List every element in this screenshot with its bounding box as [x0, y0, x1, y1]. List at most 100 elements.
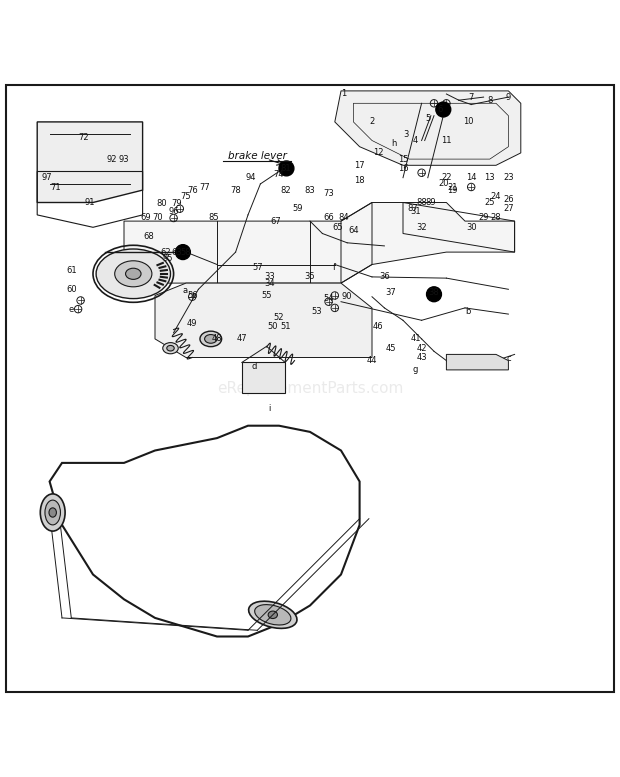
- Text: 46: 46: [373, 322, 384, 331]
- Ellipse shape: [162, 343, 179, 354]
- Text: 19: 19: [448, 186, 458, 194]
- Ellipse shape: [205, 335, 217, 343]
- Text: 6: 6: [438, 105, 443, 114]
- Circle shape: [427, 287, 441, 301]
- Text: 30: 30: [466, 223, 477, 232]
- Text: 43: 43: [416, 353, 427, 362]
- Text: 84: 84: [339, 214, 350, 222]
- Text: 16: 16: [397, 164, 409, 173]
- Text: 28: 28: [490, 214, 502, 222]
- Text: 68: 68: [143, 232, 154, 241]
- Text: 23: 23: [503, 173, 514, 182]
- Text: 64: 64: [348, 226, 359, 235]
- Text: 48: 48: [211, 334, 223, 343]
- Text: 55: 55: [262, 291, 272, 300]
- Polygon shape: [124, 203, 515, 283]
- Text: 72: 72: [78, 133, 89, 142]
- Text: 33: 33: [264, 273, 275, 281]
- Text: 88: 88: [416, 198, 427, 207]
- Text: 21: 21: [448, 183, 458, 191]
- Text: 94: 94: [246, 173, 256, 182]
- Text: 54: 54: [324, 294, 334, 303]
- Text: 20: 20: [438, 179, 448, 188]
- Text: 31: 31: [410, 207, 421, 216]
- Ellipse shape: [268, 611, 278, 618]
- Polygon shape: [446, 354, 508, 370]
- Text: 81: 81: [280, 164, 291, 173]
- Text: 32: 32: [416, 223, 427, 232]
- Text: 15: 15: [398, 155, 408, 164]
- Text: 58: 58: [180, 248, 192, 256]
- Text: b: b: [466, 306, 471, 315]
- Text: 47: 47: [236, 334, 247, 343]
- Text: 34: 34: [264, 279, 275, 287]
- Text: 13: 13: [484, 173, 495, 182]
- Text: 36: 36: [379, 273, 390, 281]
- Text: 10: 10: [463, 117, 473, 127]
- Circle shape: [175, 245, 190, 260]
- Text: 77: 77: [199, 183, 210, 191]
- Text: 76: 76: [187, 186, 198, 194]
- Text: brake lever: brake lever: [228, 151, 286, 161]
- Text: 96: 96: [168, 207, 179, 216]
- Text: 78: 78: [230, 186, 241, 194]
- Text: 65: 65: [332, 223, 343, 232]
- Text: 24: 24: [491, 192, 501, 200]
- Text: 95: 95: [162, 254, 172, 263]
- Polygon shape: [155, 283, 372, 357]
- Text: 53: 53: [311, 306, 322, 315]
- Ellipse shape: [96, 249, 170, 298]
- Text: 62: 62: [161, 248, 172, 256]
- Text: 25: 25: [485, 198, 495, 207]
- Text: 14: 14: [466, 173, 476, 182]
- Text: 97: 97: [41, 173, 52, 182]
- Text: 4: 4: [413, 136, 418, 145]
- Ellipse shape: [115, 261, 152, 287]
- Ellipse shape: [167, 346, 174, 351]
- Text: 41: 41: [410, 334, 420, 343]
- Text: 70: 70: [153, 214, 164, 222]
- Text: g: g: [413, 365, 418, 375]
- Ellipse shape: [249, 601, 297, 629]
- Text: 12: 12: [373, 148, 383, 158]
- Text: 59: 59: [293, 204, 303, 213]
- Text: 22: 22: [441, 173, 451, 182]
- Text: 74: 74: [273, 170, 285, 179]
- Text: 29: 29: [479, 214, 489, 222]
- Text: 18: 18: [354, 176, 365, 185]
- Text: 57: 57: [252, 263, 263, 272]
- Circle shape: [436, 102, 451, 117]
- Polygon shape: [37, 122, 143, 203]
- Text: a: a: [182, 286, 187, 295]
- Text: 2: 2: [370, 117, 374, 127]
- Ellipse shape: [255, 605, 291, 625]
- Circle shape: [279, 161, 294, 176]
- Text: 92: 92: [107, 155, 117, 164]
- Text: 51: 51: [280, 322, 290, 331]
- Text: i: i: [268, 404, 271, 413]
- Text: 45: 45: [386, 343, 396, 353]
- Text: 27: 27: [503, 204, 514, 213]
- Text: 66: 66: [323, 214, 334, 222]
- Text: 44: 44: [367, 356, 377, 365]
- Text: 8: 8: [487, 96, 492, 105]
- Text: 56: 56: [187, 291, 198, 300]
- Ellipse shape: [40, 494, 65, 531]
- Text: 60: 60: [66, 285, 77, 294]
- Text: 73: 73: [323, 189, 334, 197]
- Text: eReplacementParts.com: eReplacementParts.com: [217, 381, 403, 396]
- Text: 52: 52: [274, 312, 284, 322]
- Text: 35: 35: [304, 273, 316, 281]
- Text: d: d: [252, 362, 257, 371]
- Ellipse shape: [200, 331, 222, 347]
- Text: 11: 11: [441, 136, 451, 145]
- Text: 63: 63: [171, 248, 182, 256]
- Text: 49: 49: [187, 319, 197, 328]
- Text: 80: 80: [156, 199, 167, 208]
- Text: c: c: [506, 354, 511, 363]
- Text: e: e: [69, 305, 74, 314]
- Ellipse shape: [125, 268, 141, 280]
- Text: h: h: [391, 139, 396, 148]
- Text: f: f: [334, 263, 336, 272]
- Text: 69: 69: [140, 214, 151, 222]
